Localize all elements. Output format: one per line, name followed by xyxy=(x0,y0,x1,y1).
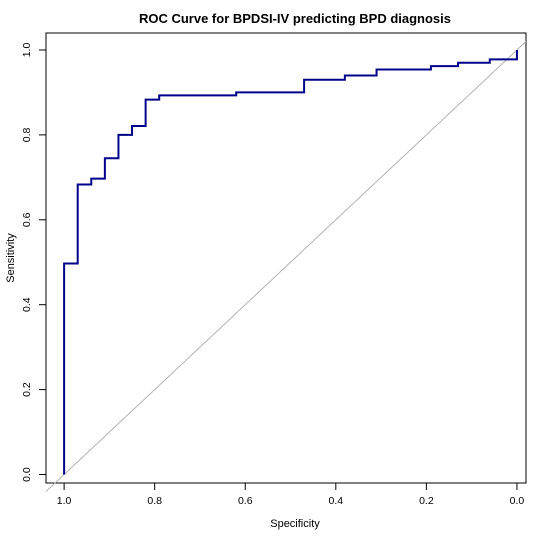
y-tick-label: 0.0 xyxy=(21,467,33,482)
x-tick-label: 0.0 xyxy=(510,495,525,507)
chart-title: ROC Curve for BPDSI-IV predicting BPD di… xyxy=(139,11,451,26)
y-tick-label: 0.6 xyxy=(21,212,33,227)
y-axis-label: Sensitivity xyxy=(5,233,17,283)
x-tick-label: 0.4 xyxy=(329,495,344,507)
x-tick-label: 0.8 xyxy=(147,495,162,507)
reference-diagonal xyxy=(45,41,527,492)
roc-curve-line xyxy=(63,49,518,475)
y-tick-label: 0.4 xyxy=(21,297,33,312)
x-axis-label: Specificity xyxy=(270,518,320,530)
x-axis: 1.0 0.8 0.6 0.4 0.2 0.0 xyxy=(57,482,525,507)
y-tick-label: 0.2 xyxy=(21,382,33,397)
y-tick-label: 1.0 xyxy=(21,43,33,58)
x-tick-label: 1.0 xyxy=(57,495,72,507)
x-tick-label: 0.2 xyxy=(419,495,434,507)
y-axis: 0.0 0.2 0.4 0.6 0.8 1.0 xyxy=(21,43,47,482)
y-tick-label: 0.8 xyxy=(21,127,33,142)
x-tick-label: 0.6 xyxy=(238,495,253,507)
plot-frame xyxy=(45,32,527,484)
